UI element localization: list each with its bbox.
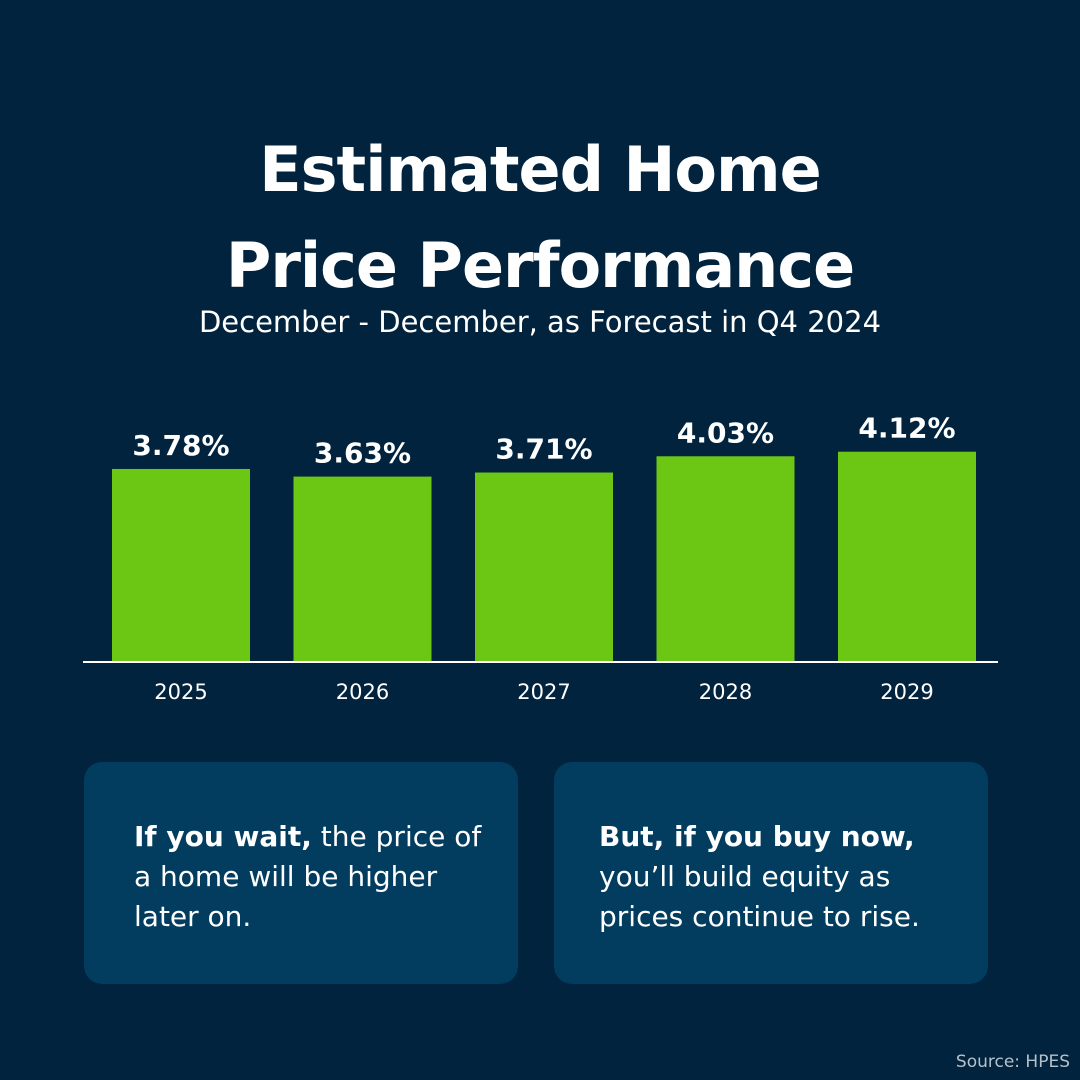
bar-2028 [656, 456, 795, 661]
bar-value-label-2028: 4.03% [677, 416, 774, 449]
wait-info-card: If you wait, the price of a home will be… [84, 762, 518, 984]
wait-card-text: the price of a home will be higher later… [134, 820, 482, 933]
x-tick-label-2029: 2029 [880, 680, 933, 704]
x-tick-label-2028: 2028 [699, 680, 752, 704]
bar-value-label-2029: 4.12% [858, 412, 955, 445]
bar-2025 [112, 468, 250, 661]
chart-subtitle: December - December, as Forecast in Q4 2… [198, 305, 882, 339]
x-tick-label-2027: 2027 [517, 680, 570, 704]
bar-chart: 3.78% 2025 3.63% 2026 3.71% 2027 4.03% 2028 4.12… [83, 412, 998, 704]
chart-title: Estimated Home Price Performance [0, 122, 1080, 314]
x-tick-label-2026: 2026 [336, 680, 389, 704]
bar-2026 [293, 476, 432, 661]
buy-now-info-card: But, if you buy now, you’ll build equity… [554, 762, 988, 984]
chart-title-line1: Estimated Home [259, 133, 821, 206]
bar-2029 [838, 451, 976, 661]
chart-title-line2: Price Performance [225, 229, 855, 302]
bar-value-label-2026: 3.63% [314, 437, 411, 470]
x-tick-label-2025: 2025 [154, 680, 207, 704]
bar-value-label-2027: 3.71% [495, 433, 592, 466]
source-note: Source: HPES [955, 1052, 1070, 1072]
bar-value-label-2025: 3.78% [132, 429, 229, 462]
wait-card-heading: If you wait, [134, 820, 312, 853]
buy-card-heading: But, if you buy now, [599, 820, 915, 853]
buy-card-text: you’ll build equity as prices continue t… [599, 860, 920, 933]
bar-2027 [475, 472, 613, 661]
